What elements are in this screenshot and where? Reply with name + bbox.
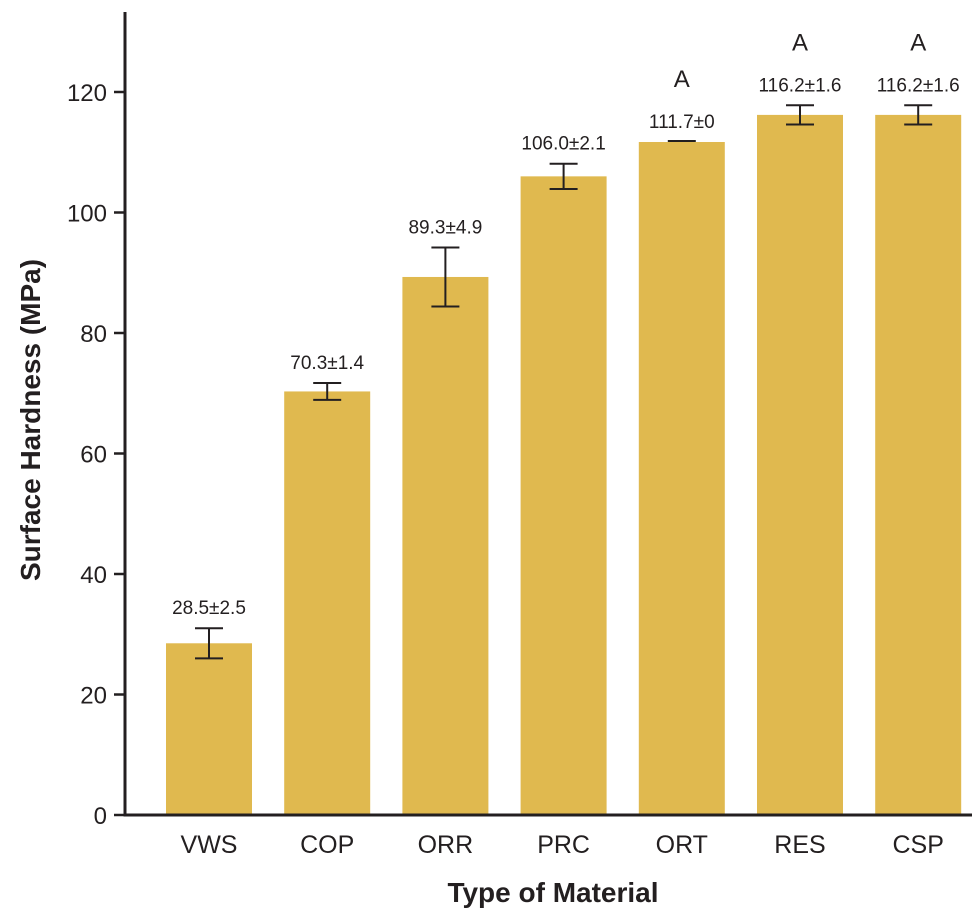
y-tick-label: 120 bbox=[67, 80, 107, 107]
bar bbox=[875, 114, 962, 815]
x-tick-label: ORT bbox=[656, 831, 708, 859]
y-tick-label: 100 bbox=[67, 201, 107, 228]
bars-layer bbox=[166, 114, 962, 816]
data-label: 116.2±1.6 bbox=[759, 75, 842, 96]
y-axis-title: Surface Hardness (MPa) bbox=[15, 259, 46, 581]
x-tick-label: RES bbox=[774, 831, 825, 859]
data-label: 116.2±1.6 bbox=[877, 75, 960, 96]
y-ticks-layer: 0 20 40 60 80 100 120 bbox=[67, 80, 125, 830]
group-letter-label: A bbox=[674, 66, 690, 93]
bar bbox=[757, 114, 843, 815]
bar bbox=[402, 276, 489, 815]
data-label: 70.3±1.4 bbox=[290, 353, 364, 374]
data-label: 28.5±2.5 bbox=[172, 598, 246, 619]
x-tick-label: COP bbox=[300, 831, 354, 859]
data-labels-layer: 28.5±2.5 70.3±1.4 89.3±4.9 106.0±2.1 111.7±0… bbox=[172, 29, 960, 619]
y-tick-label: 20 bbox=[80, 683, 107, 710]
bar bbox=[284, 391, 371, 815]
y-tick-label: 0 bbox=[94, 803, 107, 830]
group-letter-label: A bbox=[792, 29, 808, 56]
group-letter-label: A bbox=[910, 29, 926, 56]
bar bbox=[638, 142, 725, 815]
x-tick-label: ORR bbox=[418, 831, 474, 859]
data-label: 89.3±4.9 bbox=[408, 217, 482, 238]
x-tick-label: VWS bbox=[181, 831, 238, 859]
x-tick-label: PRC bbox=[537, 831, 590, 859]
bar bbox=[166, 643, 252, 815]
y-tick-label: 40 bbox=[80, 562, 107, 589]
y-tick-label: 60 bbox=[80, 442, 107, 469]
x-ticks-layer: VWS COP ORR PRC ORT RES CSP bbox=[181, 831, 944, 859]
axes-layer bbox=[123, 12, 972, 817]
data-label: 111.7±0 bbox=[649, 112, 715, 133]
error-bars-layer bbox=[195, 104, 933, 660]
x-axis-title: Type of Material bbox=[447, 877, 658, 908]
y-tick-label: 80 bbox=[80, 321, 107, 348]
bar bbox=[520, 176, 607, 816]
x-tick-label: CSP bbox=[892, 831, 943, 859]
data-label: 106.0±2.1 bbox=[521, 134, 605, 155]
